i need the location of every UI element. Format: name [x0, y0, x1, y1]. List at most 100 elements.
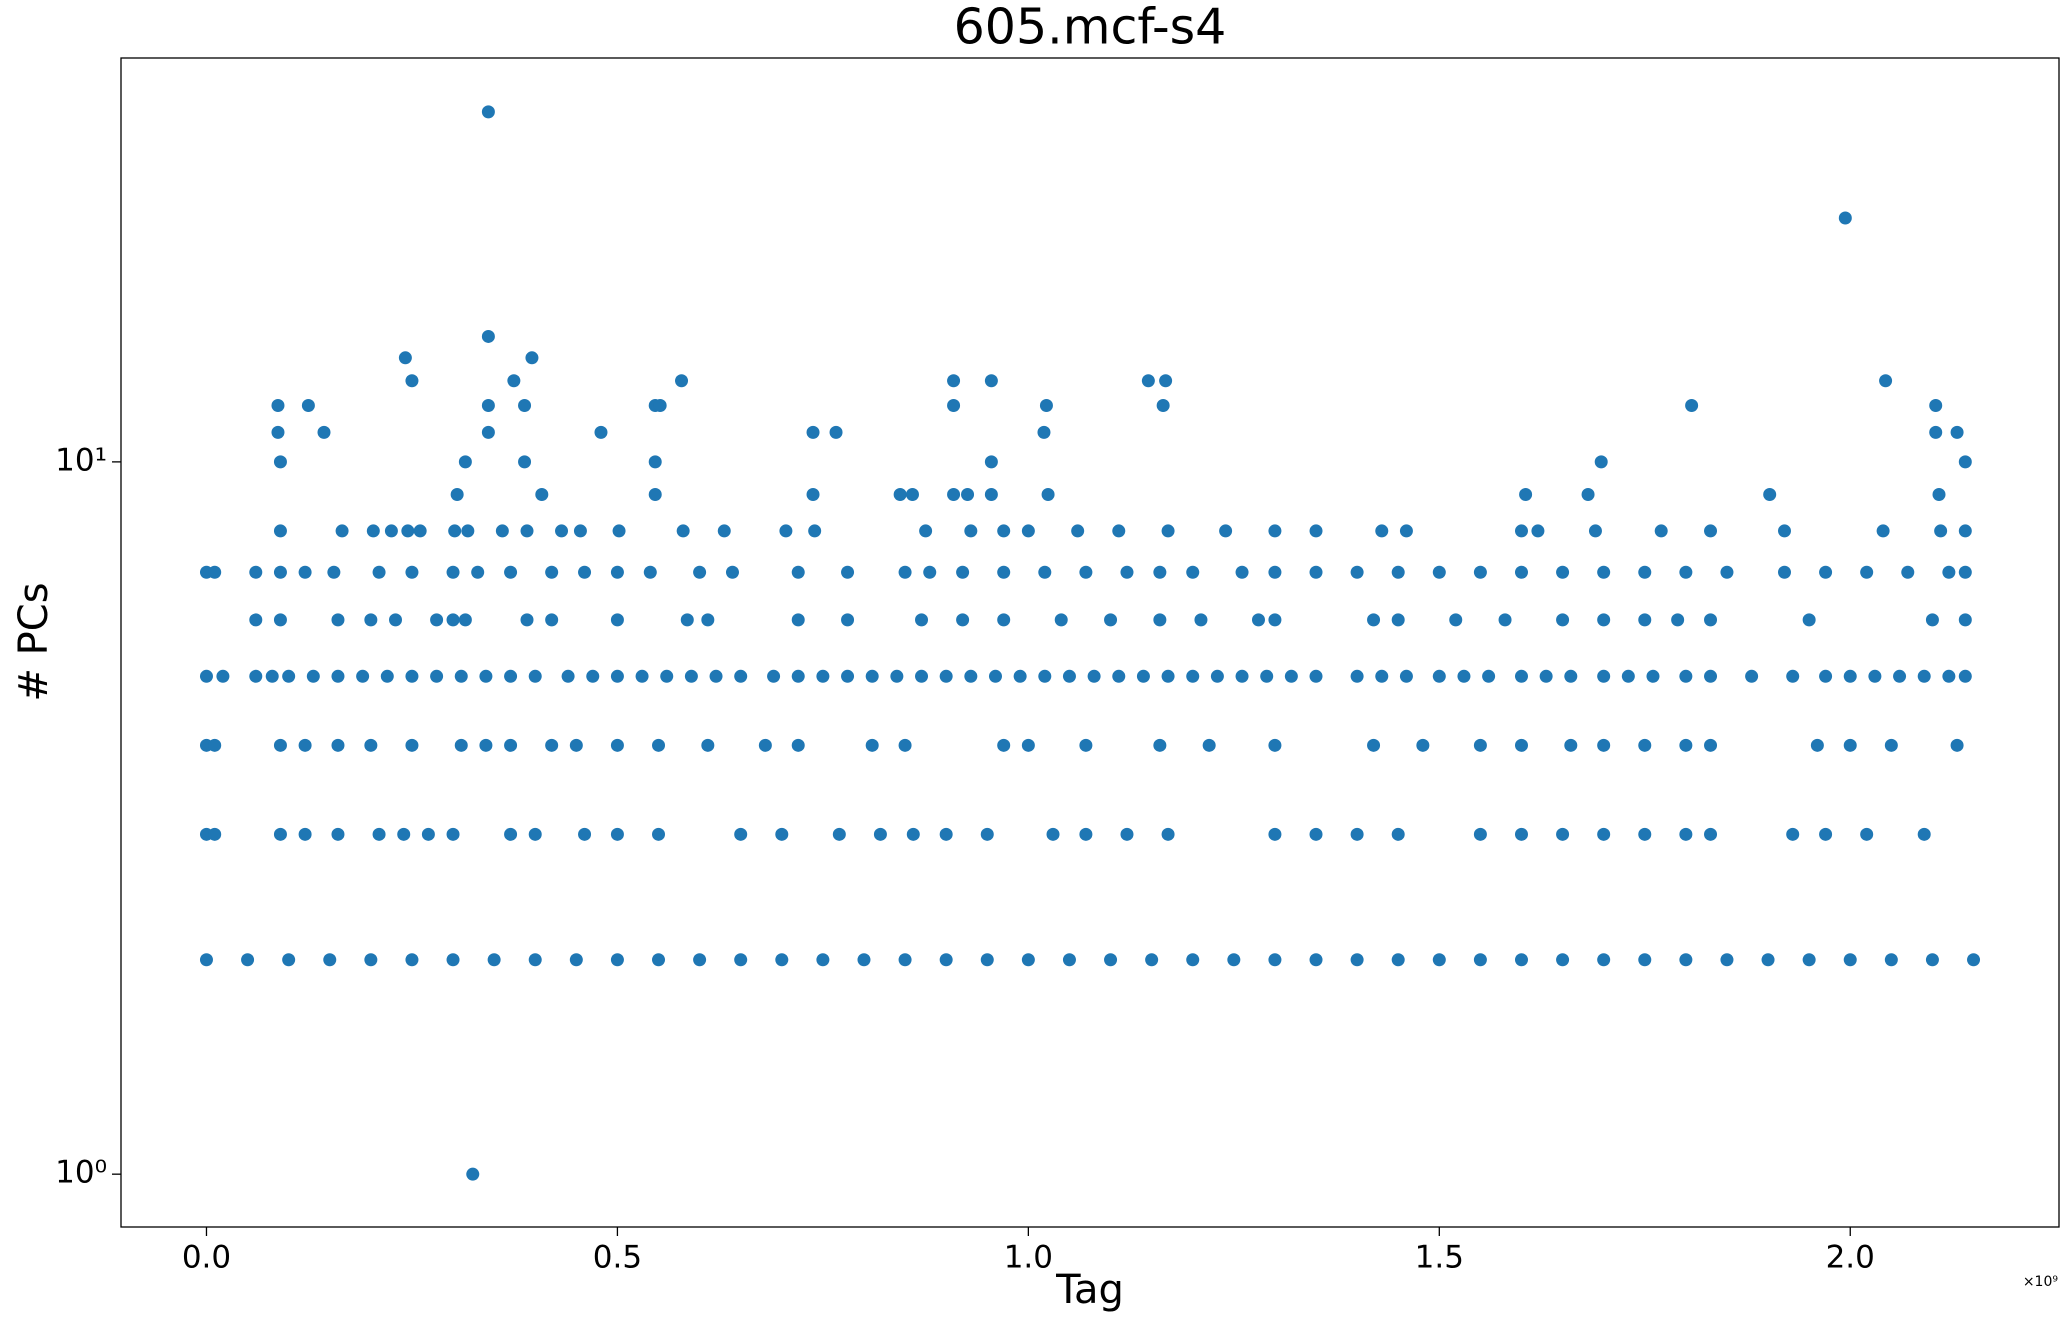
- scatter-point: [525, 351, 539, 365]
- scatter-point: [397, 827, 411, 841]
- scatter-point: [273, 565, 287, 579]
- scatter-point: [1309, 669, 1323, 683]
- scatter-point: [446, 613, 460, 627]
- scatter-point: [1235, 565, 1249, 579]
- scatter-point: [1685, 398, 1699, 412]
- scatter-point: [806, 425, 820, 439]
- scatter-point: [1038, 669, 1052, 683]
- scatter-point: [578, 827, 592, 841]
- scatter-point: [1638, 738, 1652, 752]
- scatter-point: [680, 613, 694, 627]
- scatter-point: [1227, 953, 1241, 967]
- scatter-point: [758, 738, 772, 752]
- scatter-point: [1473, 953, 1487, 967]
- scatter-point: [1309, 524, 1323, 538]
- scatter-point: [1309, 827, 1323, 841]
- x-tick-label: 0.0: [182, 1240, 231, 1276]
- scatter-point: [1843, 953, 1857, 967]
- scatter-point: [298, 738, 312, 752]
- scatter-point: [545, 565, 559, 579]
- scatter-point: [594, 425, 608, 439]
- scatter-point: [1350, 953, 1364, 967]
- scatter-point: [1929, 425, 1943, 439]
- scatter-point: [1654, 524, 1668, 538]
- scatter-point: [306, 669, 320, 683]
- scatter-point: [1054, 613, 1068, 627]
- scatter-point: [652, 953, 666, 967]
- scatter-point: [1942, 565, 1956, 579]
- scatter-point: [528, 827, 542, 841]
- scatter-point: [1556, 953, 1570, 967]
- scatter-point: [301, 398, 315, 412]
- scatter-point: [446, 827, 460, 841]
- scatter-point: [612, 524, 626, 538]
- scatter-point: [1876, 524, 1890, 538]
- scatter-point: [939, 953, 953, 967]
- scatter-point: [1556, 827, 1570, 841]
- scatter-point: [331, 613, 345, 627]
- scatter-point: [841, 613, 855, 627]
- scatter-point: [610, 613, 624, 627]
- scatter-point: [1556, 565, 1570, 579]
- scatter-point: [317, 425, 331, 439]
- scatter-point: [857, 953, 871, 967]
- scatter-point: [1046, 827, 1060, 841]
- scatter-point: [939, 669, 953, 683]
- scatter-point: [323, 953, 337, 967]
- scatter-point: [1671, 613, 1685, 627]
- scatter-point: [1037, 425, 1051, 439]
- scatter-point: [1929, 398, 1943, 412]
- scatter-point: [1112, 524, 1126, 538]
- scatter-point: [1539, 669, 1553, 683]
- scatter-point: [1679, 827, 1693, 841]
- scatter-point: [1350, 565, 1364, 579]
- scatter-point: [1884, 953, 1898, 967]
- scatter-point: [1284, 669, 1298, 683]
- scatter-point: [1786, 827, 1800, 841]
- scatter-point: [450, 487, 464, 501]
- scatter-point: [1810, 738, 1824, 752]
- scatter-point: [1399, 524, 1413, 538]
- scatter-point: [528, 953, 542, 967]
- scatter-point: [652, 827, 666, 841]
- scatter-point: [893, 487, 907, 501]
- scatter-point: [1153, 613, 1167, 627]
- scatter-point: [1375, 524, 1389, 538]
- scatter-point: [520, 613, 534, 627]
- scatter-point: [791, 613, 805, 627]
- scatter-point: [610, 827, 624, 841]
- scatter-point: [693, 565, 707, 579]
- scatter-point: [271, 398, 285, 412]
- scatter-point: [610, 953, 624, 967]
- scatter-point: [947, 487, 961, 501]
- scatter-point: [832, 827, 846, 841]
- scatter-point: [947, 398, 961, 412]
- scatter-point: [988, 669, 1002, 683]
- scatter-point: [335, 524, 349, 538]
- scatter-point: [1071, 524, 1085, 538]
- scatter-point: [610, 669, 624, 683]
- scatter-point: [1104, 613, 1118, 627]
- scatter-point: [1588, 524, 1602, 538]
- scatter-point: [273, 827, 287, 841]
- scatter-point: [1860, 565, 1874, 579]
- scatter-point: [1564, 669, 1578, 683]
- scatter-point: [984, 374, 998, 388]
- scatter-point: [635, 669, 649, 683]
- scatter-point: [1514, 565, 1528, 579]
- scatter-point: [767, 669, 781, 683]
- scatter-point: [545, 613, 559, 627]
- scatter-point: [648, 455, 662, 469]
- scatter-point: [241, 953, 255, 967]
- scatter-point: [873, 827, 887, 841]
- scatter-point: [1925, 613, 1939, 627]
- scatter-point: [806, 487, 820, 501]
- scatter-point: [919, 524, 933, 538]
- scatter-point: [1704, 827, 1718, 841]
- y-axis-label: # PCs: [11, 582, 57, 701]
- scatter-point: [841, 669, 855, 683]
- scatter-point: [964, 669, 978, 683]
- scatter-point: [1367, 738, 1381, 752]
- scatter-point: [1391, 827, 1405, 841]
- scatter-point: [1594, 455, 1608, 469]
